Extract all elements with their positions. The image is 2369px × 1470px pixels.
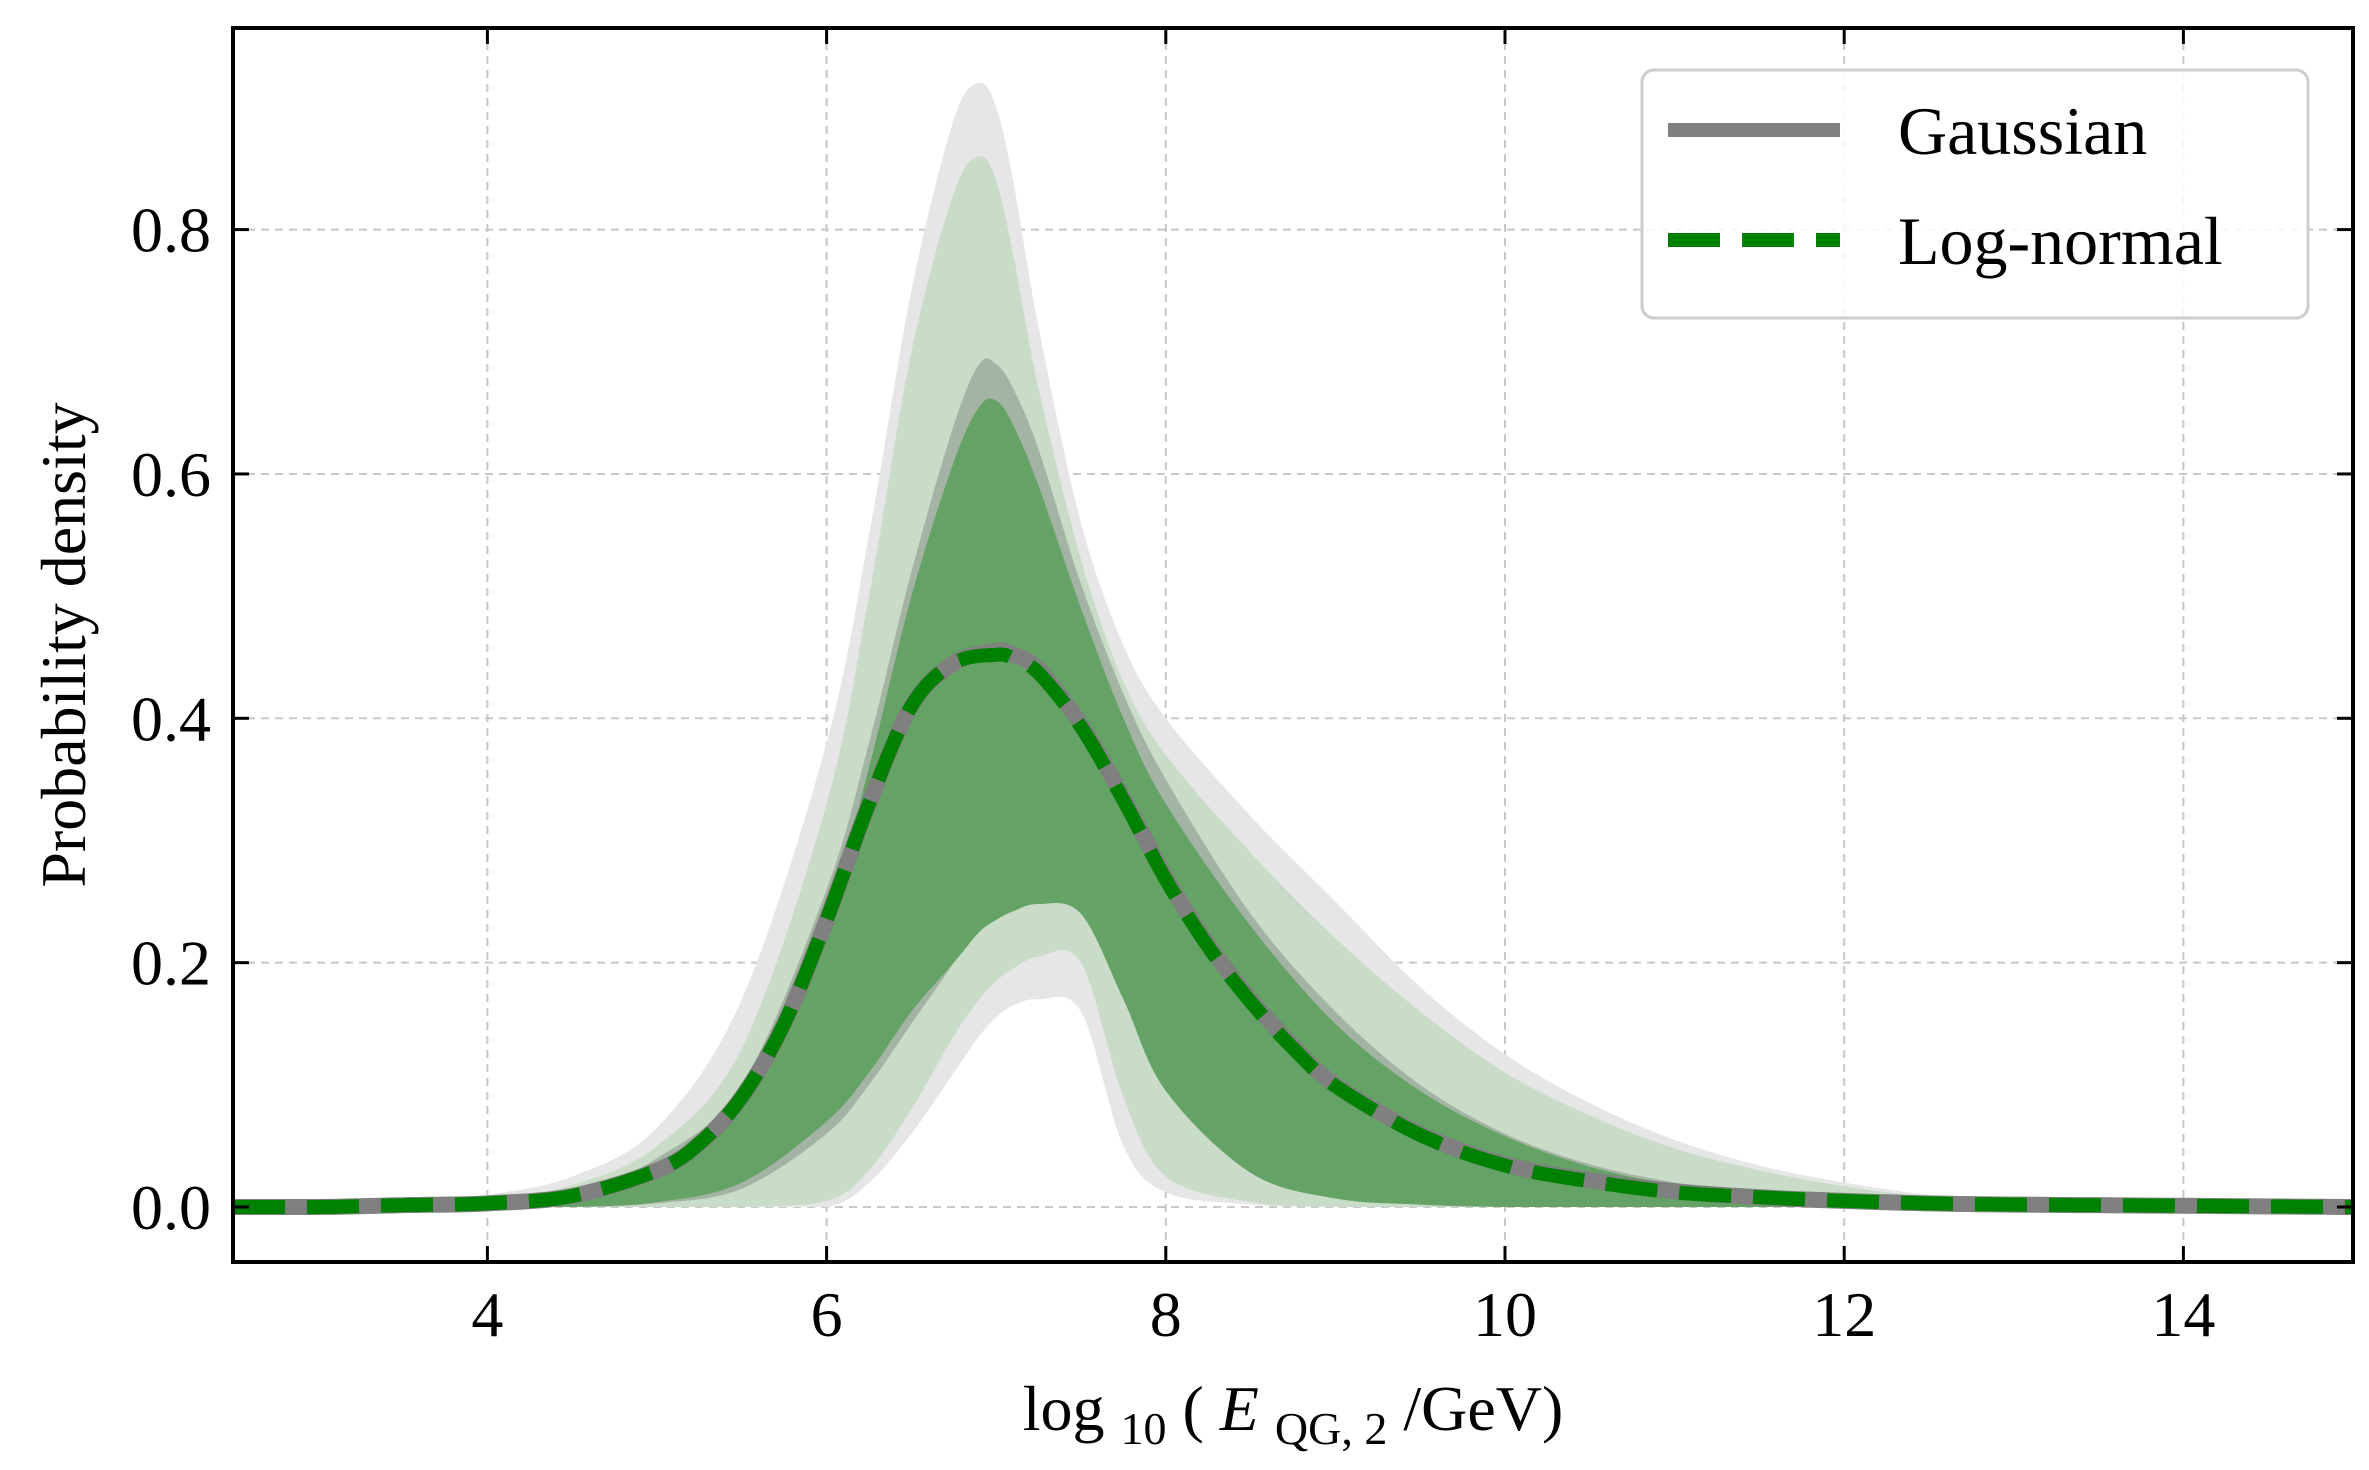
y-tick-label: 0.8 <box>131 195 211 266</box>
tick-labels: 4 6 8 10 12 14 0.0 0.2 0.4 0.6 0.8 <box>131 195 2215 1350</box>
band-log-normal-95-band <box>317 156 2184 1208</box>
plot-frame <box>231 26 2355 1264</box>
x-tick-label: 10 <box>1473 1279 1537 1350</box>
series-line-log-normal <box>233 647 2353 1215</box>
legend: Gaussian Log-normal <box>1640 68 2310 320</box>
band-gaussian-95-band <box>317 82 2184 1208</box>
x-tick-label: 6 <box>811 1279 843 1350</box>
band-log-normal-68-band <box>402 398 2014 1208</box>
x-axis-label: log 10 ( E QG, 2 /GeV) <box>1023 1373 1564 1458</box>
x-label-suffix: /GeV) <box>1403 1373 1563 1444</box>
legend-label-lognormal: Log-normal <box>1898 203 2223 279</box>
x-tick-label: 12 <box>1812 1279 1876 1350</box>
y-axis-label: Probability density <box>28 402 99 887</box>
y-tick-label: 0.4 <box>131 683 211 754</box>
x-tick-label: 4 <box>471 1279 503 1350</box>
x-label-open: ( <box>1182 1373 1203 1444</box>
y-tick-label: 0.0 <box>131 1172 211 1243</box>
y-tick-label: 0.6 <box>131 439 211 510</box>
x-label-subscript: 10 <box>1120 1403 1166 1454</box>
y-tick-label: 0.2 <box>131 928 211 999</box>
axis-ticks <box>233 28 2353 1262</box>
legend-label-gaussian: Gaussian <box>1898 93 2147 169</box>
x-label-var: E <box>1219 1373 1259 1444</box>
x-label-prefix: log <box>1023 1373 1105 1444</box>
x-label-var-subscript: QG, 2 <box>1275 1403 1387 1454</box>
x-tick-label: 8 <box>1150 1279 1182 1350</box>
median-lines <box>233 642 2353 1216</box>
x-tick-label: 14 <box>2151 1279 2215 1350</box>
